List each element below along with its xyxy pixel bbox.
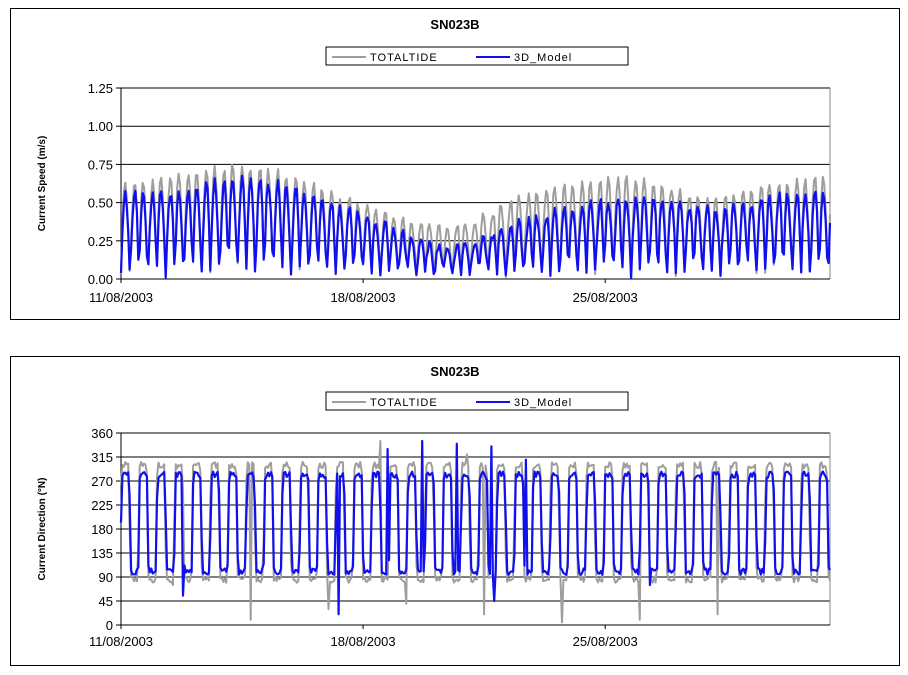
speed-chart: SN023B TOTALTIDE 3D_Model 0.00 0.25 0.50 0.75 1… (37, 17, 832, 305)
y-tick-label: 360 (91, 426, 113, 441)
y-tick-label: 0 (106, 618, 113, 633)
direction-chart: SN023B TOTALTIDE 3D_Model 0 45 90 135 180 225 270… (37, 364, 831, 649)
series-line-totaltide (120, 440, 831, 624)
y-axis-title: Current Speed (m/s) (37, 136, 48, 232)
y-tick-label: 1.00 (88, 119, 113, 134)
x-tick-label: 18/08/2003 (331, 634, 396, 649)
speed-chart-panel: SN023B TOTALTIDE 3D_Model 0.00 0.25 0.50 0.75 1… (10, 8, 900, 320)
y-tick-label: 0.25 (88, 234, 113, 249)
legend: TOTALTIDE 3D_Model (325, 391, 629, 411)
y-tick-label: 0.50 (88, 196, 113, 211)
y-tick-label: 1.25 (88, 81, 113, 96)
chart-title: SN023B (430, 364, 479, 379)
legend-label-3d-model: 3D_Model (514, 52, 572, 64)
y-tick-label: 180 (91, 522, 113, 537)
series-line-3d-model (119, 439, 831, 616)
x-tick-label: 25/08/2003 (573, 634, 638, 649)
y-tick-label: 225 (91, 498, 113, 513)
y-tick-label: 315 (91, 450, 113, 465)
y-tick-label: 0.00 (88, 272, 113, 287)
x-tick-label: 11/08/2003 (89, 290, 153, 305)
y-tick-label: 135 (91, 546, 113, 561)
series-line-3d-model (119, 174, 832, 280)
legend-label-3d-model: 3D_Model (514, 397, 572, 409)
y-tick-label: 90 (99, 570, 113, 585)
chart-title: SN023B (430, 17, 479, 32)
x-tick-label: 18/08/2003 (331, 290, 396, 305)
direction-chart-panel: SN023B TOTALTIDE 3D_Model 0 45 90 135 180 225 270… (10, 356, 900, 666)
y-axis-title: Current Direction (°N) (37, 478, 48, 581)
y-tick-label: 45 (99, 594, 113, 609)
legend-label-totaltide: TOTALTIDE (370, 52, 438, 64)
legend: TOTALTIDE 3D_Model (325, 46, 629, 66)
y-tick-label: 0.75 (88, 157, 113, 172)
x-tick-label: 25/08/2003 (573, 290, 638, 305)
legend-label-totaltide: TOTALTIDE (370, 397, 438, 409)
y-tick-label: 270 (91, 474, 113, 489)
x-tick-label: 11/08/2003 (89, 634, 153, 649)
